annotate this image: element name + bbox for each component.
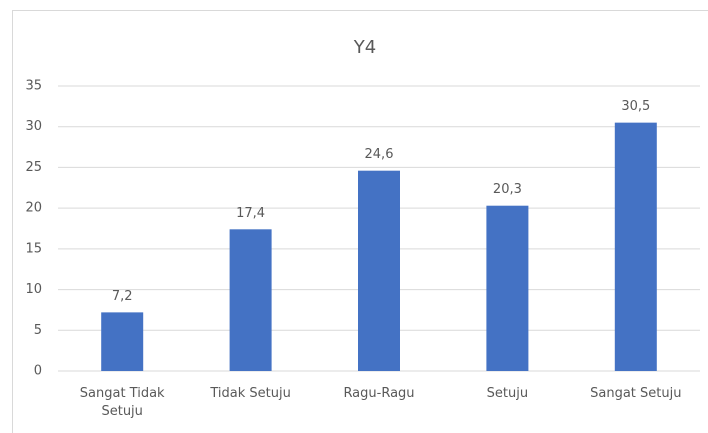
- x-tick-label: Ragu-Ragu: [324, 385, 434, 403]
- y-tick-label: 20: [25, 201, 42, 216]
- data-label: 30,5: [621, 99, 650, 114]
- x-tick-label: Setuju: [452, 385, 562, 403]
- y-tick-label: 10: [25, 282, 42, 297]
- x-tick-label: Sangat Tidak Setuju: [67, 385, 177, 421]
- bar: [358, 171, 400, 371]
- y-tick-label: 5: [34, 323, 42, 338]
- y-tick-label: 0: [34, 364, 42, 379]
- bar: [230, 229, 272, 371]
- bar: [615, 123, 657, 371]
- chart-title: Y4: [353, 37, 376, 58]
- chart: Y4 0 5 10 15 20 25 30 35 7,2 17,4 24,6 20,3 30,5: [0, 0, 708, 433]
- x-tick-label: Sangat Setuju: [581, 385, 691, 403]
- chart-container: Y4 0 5 10 15 20 25 30 35 7,2 17,4 24,6 20,3 30,5 San…: [0, 0, 708, 433]
- bar: [101, 312, 143, 371]
- y-tick-label: 30: [25, 119, 42, 134]
- bar: [486, 206, 528, 371]
- data-label: 7,2: [112, 289, 133, 304]
- x-tick-label: Tidak Setuju: [196, 385, 306, 403]
- y-tick-label: 25: [25, 160, 42, 175]
- data-label: 20,3: [493, 182, 522, 197]
- y-tick-label: 15: [25, 241, 42, 256]
- data-label: 24,6: [365, 147, 394, 162]
- y-tick-label: 35: [25, 79, 42, 94]
- data-label: 17,4: [236, 206, 265, 221]
